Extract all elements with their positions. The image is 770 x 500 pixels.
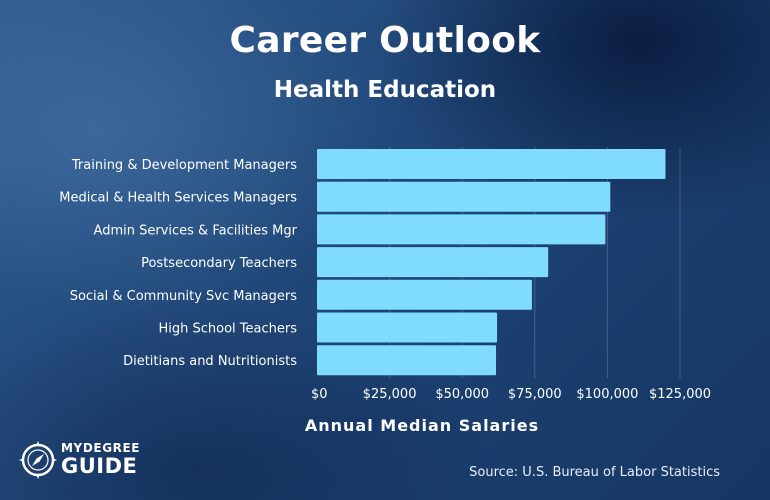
bar <box>317 214 606 245</box>
compass-icon <box>19 441 57 479</box>
bar <box>317 181 611 212</box>
bar <box>317 279 532 310</box>
category-label: Admin Services & Facilities Mgr <box>94 223 298 238</box>
category-label: Dietitians and Nutritionists <box>123 354 297 369</box>
bar <box>317 247 549 278</box>
x-tick-label: $75,000 <box>508 387 562 402</box>
x-tick-label: $125,000 <box>649 387 711 402</box>
logo-text-bottom: GUIDE <box>61 454 138 478</box>
category-label: High School Teachers <box>159 322 298 337</box>
x-tick-label: $50,000 <box>435 387 489 402</box>
bar <box>317 149 666 179</box>
category-label: Training & Development Managers <box>71 158 297 173</box>
chart-subtitle: Health Education <box>273 77 497 103</box>
bar <box>317 345 497 376</box>
x-axis-label: Annual Median Salaries <box>304 416 540 435</box>
mydegreeguide-logo: MYDEGREE GUIDE <box>18 440 158 486</box>
x-tick-label: $25,000 <box>363 387 417 402</box>
chart-title: Career Outlook <box>229 20 541 61</box>
x-tick-label: $100,000 <box>576 387 638 402</box>
bar-chart: Training & Development Managers Medical &… <box>59 149 711 402</box>
bar <box>317 312 498 343</box>
x-tick-label: $0 <box>311 387 328 402</box>
source-note: Source: U.S. Bureau of Labor Statistics <box>469 465 720 480</box>
category-label: Medical & Health Services Managers <box>59 191 297 206</box>
category-label: Social & Community Svc Managers <box>70 289 298 304</box>
category-label: Postsecondary Teachers <box>141 256 297 271</box>
logo-text-top: MYDEGREE <box>61 441 141 455</box>
